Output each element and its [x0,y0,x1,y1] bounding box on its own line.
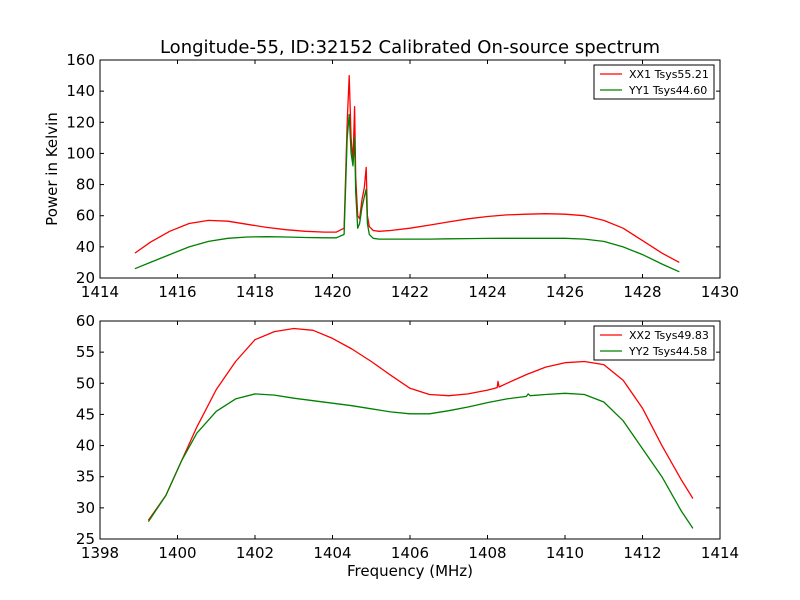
y-tick-label: 160 [66,51,95,69]
x-tick-label: 1418 [236,283,274,301]
x-tick-label: 1400 [158,544,196,562]
series-line-1 [134,113,680,273]
bottom-legend-label-xx2: XX2 Tsys49.83 [629,329,709,342]
x-tick-label: 1426 [546,283,584,301]
x-tick-label: 1410 [546,544,584,562]
x-tick-label: 1398 [81,544,119,562]
y-tick-label: 50 [76,374,95,392]
y-tick-label: 45 [76,405,95,423]
x-tick-label: 1420 [313,283,351,301]
x-tick-label: 1414 [701,544,739,562]
bottom-legend-label-yy2: YY2 Tsys44.58 [628,345,707,358]
top-series-layer [134,74,680,273]
x-tick-label: 1428 [623,283,661,301]
y-tick-label: 80 [76,176,95,194]
top-legend-label-yy1: YY1 Tsys44.60 [628,84,707,97]
x-tick-label: 1412 [623,544,661,562]
top-legend: XX1 Tsys55.21 YY1 Tsys44.60 [593,64,715,100]
x-tick-label: 1424 [468,283,506,301]
y-tick-label: 40 [76,238,95,256]
top-legend-label-xx1: XX1 Tsys55.21 [629,68,709,81]
x-tick-label: 1430 [701,283,739,301]
x-tick-label: 1422 [391,283,429,301]
x-tick-label: 1414 [81,283,119,301]
bottom-panel: 1398 1400 1402 1404 1406 1408 1410 1412 1414 25 30… [76,312,739,580]
y-tick-label: 40 [76,437,95,455]
y-tick-label: 60 [76,312,95,330]
x-tick-label: 1408 [468,544,506,562]
figure-title: Longitude-55, ID:32152 Calibrated On-sou… [160,37,660,58]
series-line-0 [134,74,680,263]
top-y-axis-label: Power in Kelvin [43,112,61,226]
y-tick-label: 140 [66,82,95,100]
series-line-0 [147,327,694,521]
y-tick-label: 100 [66,144,95,162]
y-tick-label: 35 [76,468,95,486]
y-tick-label: 55 [76,343,95,361]
bottom-legend-box [593,325,715,361]
top-legend-box [593,64,715,100]
y-tick-label: 60 [76,207,95,225]
bottom-series-layer [147,327,694,529]
bottom-legend: XX2 Tsys49.83 YY2 Tsys44.58 [593,325,715,361]
series-line-1 [147,392,694,529]
y-tick-label: 30 [76,499,95,517]
top-ticks: 1414 1416 1418 1420 1422 1424 1426 1428 1430 20 40… [66,51,739,301]
x-tick-label: 1406 [391,544,429,562]
x-tick-label: 1402 [236,544,274,562]
bottom-ticks: 1398 1400 1402 1404 1406 1408 1410 1412 1414 25 30… [76,312,739,562]
x-tick-label: 1404 [313,544,351,562]
y-tick-label: 25 [76,530,95,548]
x-tick-label: 1416 [158,283,196,301]
y-tick-label: 20 [76,269,95,287]
y-tick-label: 120 [66,113,95,131]
bottom-x-axis-label: Frequency (MHz) [347,562,473,580]
top-panel: 1414 1416 1418 1420 1422 1424 1426 1428 1430 20 40… [43,51,739,301]
